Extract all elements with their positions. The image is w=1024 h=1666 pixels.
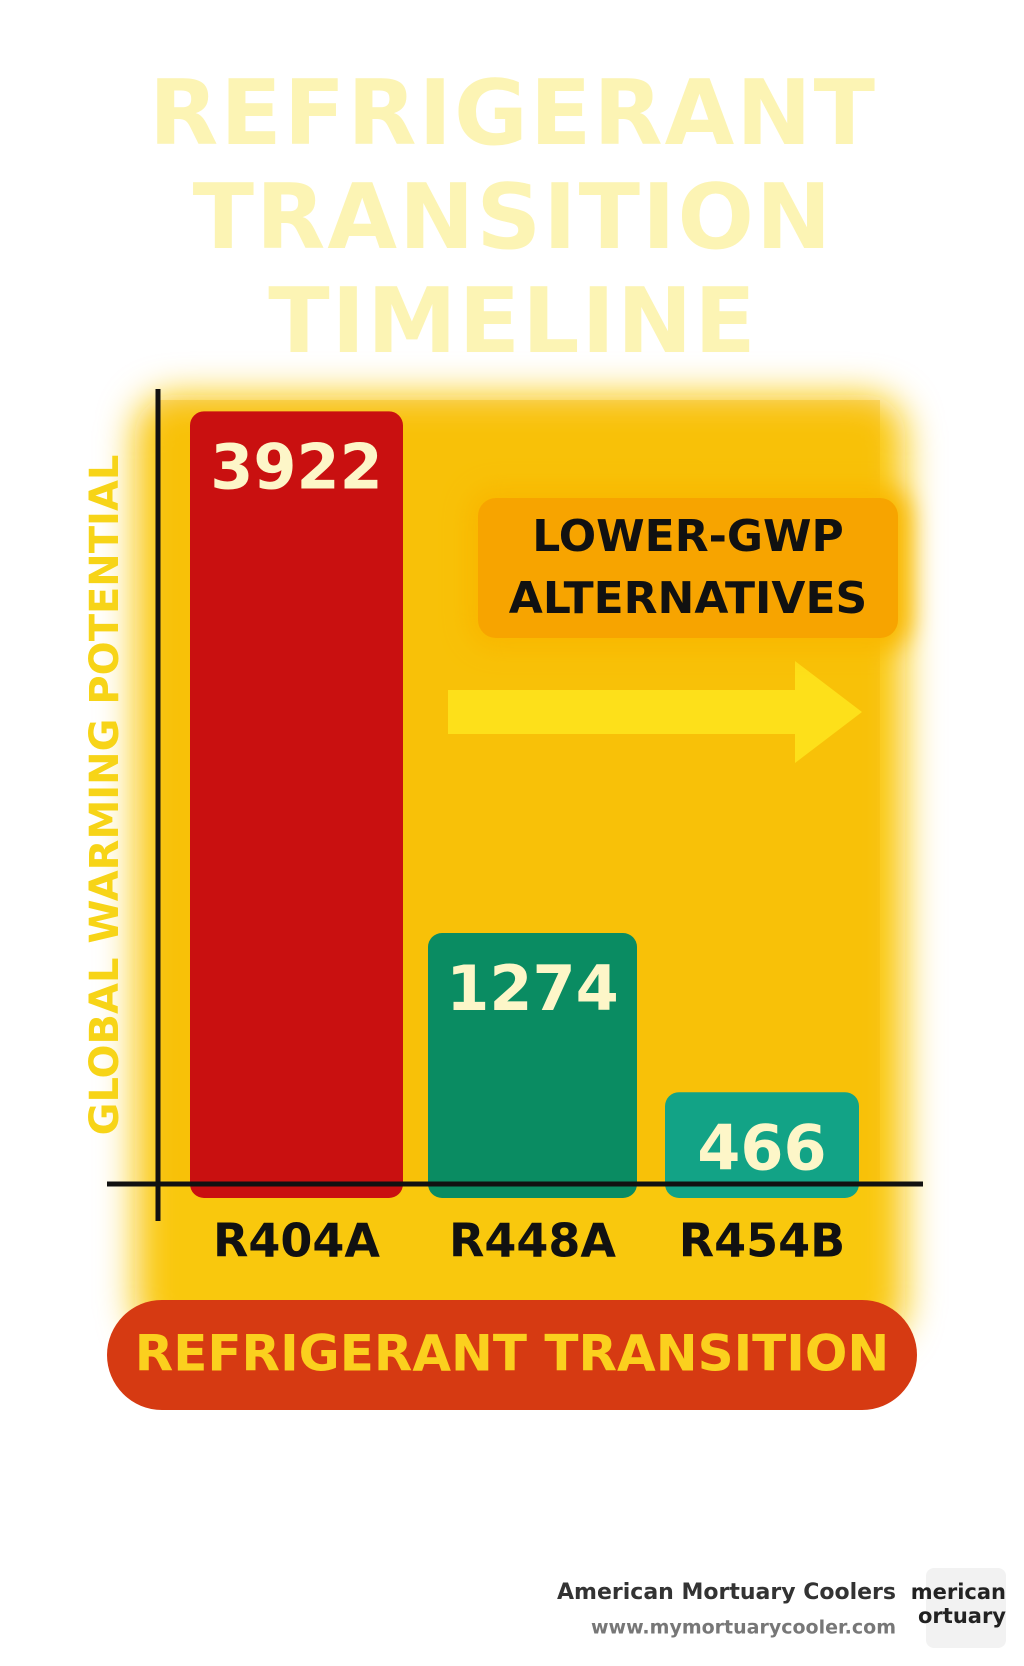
footer-url: www.mymortuarycooler.com [591,1617,896,1639]
logo-line: ortuary [918,1604,1006,1628]
x-label-pill [107,1300,917,1410]
logo-line: merican [911,1580,1006,1604]
x-tick-label: R448A [449,1214,616,1268]
footer-company: American Mortuary Coolers [557,1580,896,1605]
arrow [448,661,862,763]
x-tick-label: R454B [679,1214,846,1268]
bar [190,411,403,1199]
value-label: 1274 [446,952,619,1025]
value-label: 466 [697,1111,826,1184]
bar [665,1092,859,1198]
value-label: 3922 [210,430,383,503]
bar [428,933,637,1198]
annotation: LOWER-GWP ALTERNATIVES [478,498,898,638]
y-axis-label: GLOBAL WARMING POTENTIAL [82,455,128,1136]
logo-box [926,1568,1006,1648]
chart-title: REFRIGERANT TRANSITION TIMELINE [148,61,878,374]
x-tick-label: R404A [213,1214,380,1268]
x-axis-label: REFRIGERANT TRANSITION [135,1325,890,1383]
